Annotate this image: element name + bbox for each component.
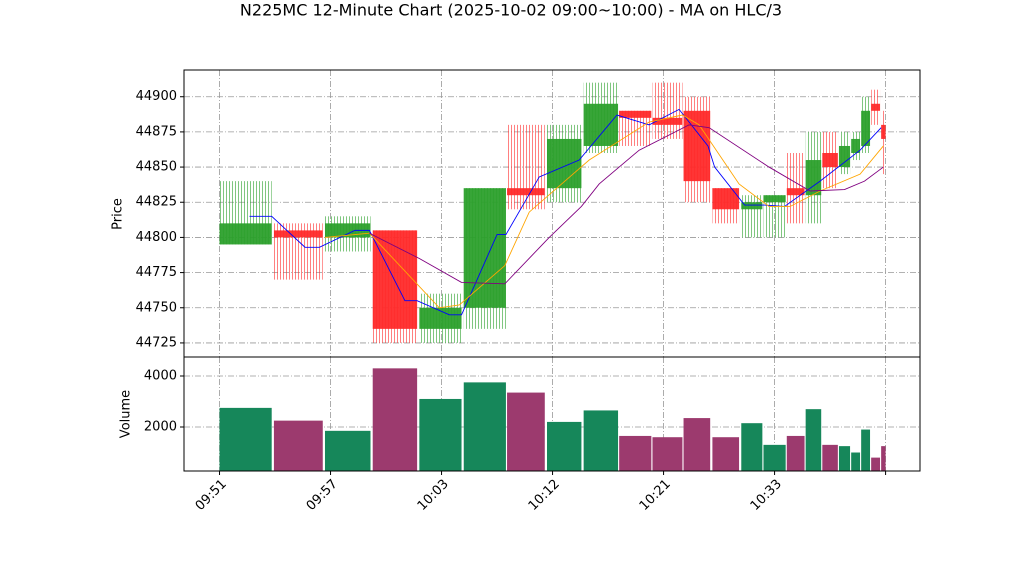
candle-body: [786, 188, 805, 196]
candle-wick: [881, 110, 886, 175]
candle-body: [507, 188, 545, 196]
volume-bar: [683, 418, 711, 471]
candle-wick: [507, 124, 545, 210]
volume-bar: [652, 437, 683, 471]
volume-bar: [871, 457, 881, 471]
candle-body: [583, 103, 619, 146]
y-tick-label: 44825: [136, 195, 177, 210]
volume-bar: [507, 392, 545, 471]
candle-body: [822, 153, 838, 168]
volume-axis-label: Volume: [119, 390, 134, 438]
ma-line: [249, 108, 882, 316]
volume-bar: [219, 407, 272, 471]
y-axis-label: Price: [111, 198, 126, 230]
candle-body: [871, 103, 881, 111]
y-tick-label: 44800: [136, 230, 177, 245]
candle-body: [881, 124, 886, 139]
candle-body: [652, 117, 683, 125]
candle-body: [861, 110, 871, 146]
ma-line: [369, 124, 884, 285]
candle-body: [683, 110, 711, 182]
candle-body: [547, 138, 582, 189]
volume-bar: [763, 444, 786, 471]
volume-bar: [786, 435, 805, 471]
volume-bar: [838, 446, 851, 471]
candle-body: [851, 138, 861, 154]
candle-body: [838, 145, 851, 168]
candle-body: [805, 160, 822, 196]
volume-bar: [741, 423, 763, 471]
candle-wick: [652, 82, 683, 139]
y-tick-label: 44725: [136, 335, 177, 350]
volume-bar: [273, 420, 323, 471]
y-tick-label: 44775: [136, 265, 177, 280]
candle-body: [712, 188, 740, 210]
volume-bar: [372, 368, 418, 471]
y-tick-label: 44900: [136, 89, 177, 104]
volume-bar: [583, 410, 619, 471]
candle-body: [463, 188, 506, 308]
volume-bar: [547, 421, 582, 471]
candle-body: [619, 110, 652, 118]
candle-body: [419, 307, 462, 329]
volume-bar: [805, 409, 822, 471]
plot-area: 44725 44750 44775 44800 44825 44850 44875 44900…: [136, 70, 920, 514]
chart-title: N225MC 12-Minute Chart (2025-10-02 09:00…: [240, 1, 782, 20]
ma-line: [324, 114, 884, 309]
y-tick-label: 44875: [136, 124, 177, 139]
candle-body: [763, 195, 786, 203]
volume-bar: [419, 398, 462, 471]
volume-bar: [619, 435, 652, 471]
candle-body: [219, 223, 272, 245]
volume-bar: [881, 446, 886, 471]
volume-bar: [712, 437, 740, 471]
candle-body: [372, 230, 418, 329]
volume-bar: [851, 452, 861, 471]
candle-body: [273, 230, 323, 238]
candle-wick: [741, 195, 763, 238]
candle-body: [741, 202, 763, 210]
y-tick-label: 44850: [136, 160, 177, 175]
volume-bar: [324, 430, 371, 471]
volume-axes-frame: [183, 356, 921, 472]
volume-bar: [861, 429, 871, 471]
volume-tick-label: 4000: [144, 369, 177, 384]
volume-bar: [463, 382, 506, 471]
volume-bar: [822, 444, 838, 471]
volume-tick-label: 2000: [144, 420, 177, 435]
y-tick-label: 44750: [136, 300, 177, 315]
